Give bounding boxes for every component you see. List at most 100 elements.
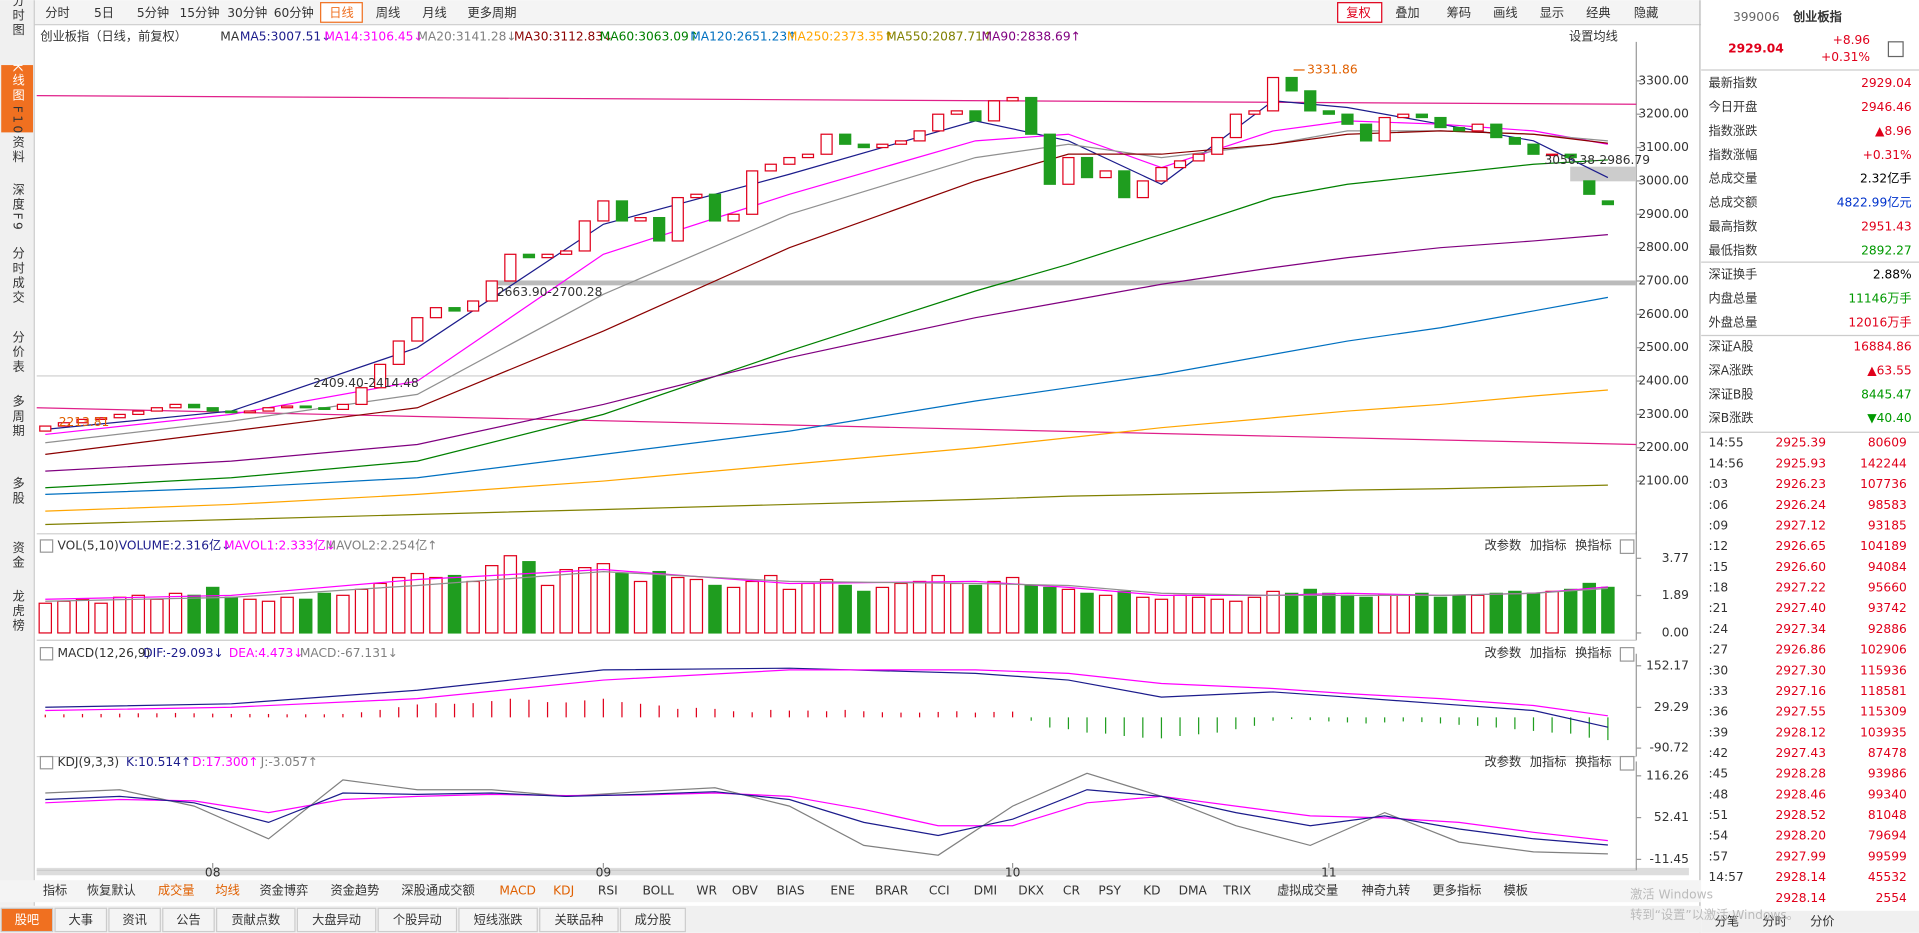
side-tab[interactable] [1,65,34,133]
side-tab-label[interactable]: 龙虎榜 [11,589,25,633]
bottom-tab-label[interactable]: 公告 [176,913,200,927]
bottom-tab[interactable] [539,907,619,933]
indicator-tab[interactable]: OBV [732,884,759,898]
bottom-tab-label[interactable]: 短线涨跌 [474,912,523,927]
side-tab[interactable] [1,401,34,463]
panel-tab[interactable]: 分时 [1762,914,1786,928]
bottom-tab[interactable] [216,907,296,933]
tool-button[interactable]: 经典 [1586,6,1610,20]
close-button[interactable] [1619,647,1635,662]
period-button[interactable]: 更多周期 [468,6,517,20]
side-tab-label[interactable]: 深度F9 [11,183,25,232]
side-tab-label[interactable]: 资金 [11,541,25,571]
indicator-tab[interactable]: BIAS [777,884,805,898]
indicator-tab[interactable]: 资金博弈 [259,883,308,898]
indicator-tab[interactable]: 成交量 [158,883,195,898]
side-tab[interactable] [1,1,34,62]
indicator-tab[interactable]: 模板 [1504,884,1528,898]
bottom-tab-label[interactable]: 大事 [69,913,93,927]
indicator-tab[interactable]: 均线 [215,884,239,898]
period-button[interactable]: 周线 [376,6,400,20]
tool-button[interactable]: 复权 [1346,6,1370,20]
period-button[interactable]: 月线 [422,6,446,20]
bottom-tab[interactable] [377,907,458,933]
bottom-tab[interactable] [0,907,54,933]
bottom-tab[interactable] [162,907,215,933]
panel-button[interactable]: 换指标 [1575,538,1612,553]
side-tab[interactable] [1,264,34,335]
indicator-tab[interactable]: MACD [499,884,536,898]
bottom-tab[interactable] [296,907,377,933]
tool-button[interactable]: 显示 [1540,6,1564,20]
panel-button[interactable]: 改参数 [1485,754,1522,769]
side-tab[interactable] [1,466,34,532]
indicator-tab[interactable]: WR [696,884,717,898]
side-tab-label[interactable]: 多股 [11,477,25,507]
side-tab-label[interactable]: K线图 [11,64,25,104]
bottom-tab-label[interactable]: 资讯 [122,913,146,927]
bottom-tab-label[interactable]: 个股异动 [393,913,442,927]
period-button[interactable]: 30分钟 [227,5,267,20]
indicator-tab[interactable]: BRAR [875,884,909,898]
indicator-tab[interactable]: DMA [1179,884,1208,898]
tool-button[interactable]: 画线 [1493,6,1517,20]
side-tab-label[interactable]: F10资料 [11,106,25,165]
side-tab[interactable] [1,535,34,592]
side-tab-label[interactable]: 多周期 [11,395,25,439]
panel-button[interactable]: 改参数 [1485,645,1522,660]
indicator-tab[interactable]: CR [1063,884,1081,898]
bottom-tab-label[interactable]: 大盘异动 [312,912,361,927]
indicator-tab[interactable]: 深股通成交额 [401,883,474,898]
close-button[interactable] [1619,539,1635,555]
side-tab-label[interactable]: 分时成交 [11,247,25,306]
period-button[interactable]: 5日 [94,6,114,20]
close-button[interactable] [1619,755,1635,771]
panel-tab[interactable]: 分笔 [1715,913,1739,928]
indicator-tab[interactable]: 神奇九转 [1362,883,1411,898]
side-tab[interactable] [1,595,34,659]
bottom-tab[interactable] [458,907,538,933]
bottom-tab[interactable] [619,907,686,933]
indicator-tab[interactable]: RSI [598,884,618,898]
panel-button[interactable]: 加指标 [1530,538,1567,553]
bottom-tab-label[interactable]: 贡献点数 [231,912,280,927]
bottom-tab-label[interactable]: 成分股 [635,913,672,927]
period-button[interactable]: 5分钟 [137,5,169,20]
indicator-tab[interactable]: ENE [830,884,855,898]
indicator-tab[interactable]: CCI [929,884,950,898]
panel-button[interactable]: 换指标 [1575,754,1612,769]
indicator-tab[interactable]: 资金趋势 [330,883,379,898]
indicator-tab[interactable]: KDJ [553,884,574,898]
indicator-tab[interactable]: 虚拟成交量 [1277,883,1338,898]
bottom-tab[interactable] [108,907,161,933]
indicator-tab[interactable]: TRIX [1222,884,1251,898]
indicator-tab[interactable]: BOLL [643,884,675,898]
indicator-tab[interactable]: 恢复默认 [87,883,136,898]
panel-tab[interactable]: 分价 [1810,914,1834,928]
indicator-tab[interactable]: 指标 [43,883,67,898]
panel-button[interactable]: 加指标 [1530,645,1567,660]
indicator-tab[interactable]: 更多指标 [1433,883,1482,898]
tool-button[interactable]: 隐藏 [1634,6,1658,20]
panel-button[interactable]: 加指标 [1530,754,1567,769]
side-tab-label[interactable]: 分时图 [11,0,25,38]
side-tab[interactable] [1,136,34,198]
add-button[interactable] [1887,41,1904,58]
indicator-tab[interactable]: DMI [974,884,998,898]
ma-setting[interactable]: 设置均线 [1569,29,1618,43]
side-tab-label[interactable]: 分价表 [11,330,25,374]
side-tab[interactable] [1,200,34,261]
bottom-tab-label[interactable]: 股吧 [15,913,39,927]
tool-button[interactable]: 叠加 [1395,6,1419,20]
panel-button[interactable]: 换指标 [1575,645,1612,660]
tool-button[interactable]: 筹码 [1447,6,1471,20]
period-button[interactable]: 60分钟 [274,5,314,20]
period-button[interactable]: 日线 [329,6,353,20]
period-button[interactable]: 分时 [45,6,69,20]
indicator-tab[interactable]: DKX [1018,884,1044,898]
bottom-tab-label[interactable]: 关联品种 [554,913,603,927]
panel-button[interactable]: 改参数 [1485,538,1522,553]
bottom-tab[interactable] [54,907,108,933]
indicator-tab[interactable]: PSY [1098,884,1121,898]
period-button[interactable]: 15分钟 [179,5,219,20]
